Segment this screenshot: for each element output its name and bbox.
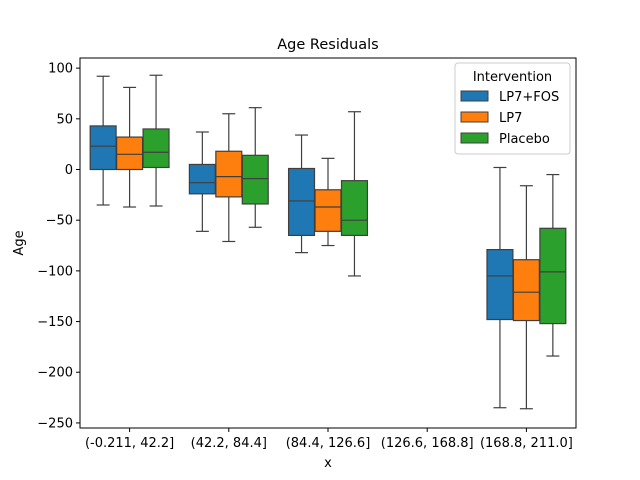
legend-entry-label: LP7+FOS: [499, 90, 559, 105]
box-0-2: [287, 134, 316, 254]
y-tick-label: −50: [46, 214, 73, 229]
box-body: [116, 136, 144, 171]
box-body: [188, 163, 216, 195]
box-0-4: [486, 166, 514, 409]
box-body: [241, 154, 269, 205]
box-0-1: [188, 131, 216, 232]
legend-swatch: [460, 90, 489, 102]
x-tick-label: (84.4, 126.6]: [286, 436, 371, 451]
box-body: [215, 150, 243, 198]
box-body: [486, 248, 514, 321]
y-tick-label: −200: [37, 366, 73, 381]
box-body: [539, 227, 567, 325]
box-0-0: [89, 75, 117, 206]
box-1-1: [215, 113, 243, 243]
box-body: [340, 180, 369, 236]
x-tick-label: (-0.211, 42.2]: [85, 436, 174, 451]
y-tick-label: −250: [37, 416, 73, 431]
y-axis-label: Age: [12, 230, 27, 255]
series-lp7-fos: [89, 75, 514, 409]
y-tick-label: 50: [56, 112, 73, 127]
box-body: [512, 259, 540, 322]
y-tick-label: −100: [37, 264, 73, 279]
box-1-2: [314, 157, 342, 247]
legend-entry-label: Placebo: [499, 132, 550, 147]
series-lp7: [116, 86, 540, 410]
x-axis-label: x: [324, 456, 332, 471]
y-tick-label: 0: [65, 163, 73, 178]
box-body: [287, 167, 316, 236]
box-2-0: [142, 74, 170, 207]
legend-entry-label: LP7: [499, 111, 522, 126]
plot-area: [89, 74, 567, 410]
box-1-0: [116, 86, 144, 208]
series-placebo: [142, 74, 567, 357]
box-body: [314, 189, 342, 232]
box-2-1: [241, 107, 269, 228]
legend-frame: [454, 62, 571, 155]
box-1-4: [512, 185, 540, 410]
box-body: [89, 125, 117, 171]
box-body: [142, 128, 170, 169]
legend-title: Intervention: [473, 70, 552, 85]
legend: Intervention LP7+FOS LP7 Placebo: [454, 62, 571, 155]
legend-swatch: [460, 132, 489, 144]
axis-ticks: 100 50 0 −50 −100 −150 −200 −250 (-0.211, 42.2] (…: [37, 62, 573, 451]
box-2-4: [539, 173, 567, 357]
y-tick-label: −150: [37, 315, 73, 330]
legend-swatch: [460, 111, 489, 123]
box-2-2: [340, 111, 369, 277]
y-tick-label: 100: [48, 62, 73, 77]
chart-title: Age Residuals: [277, 37, 378, 53]
x-tick-label: (168.8, 211.0]: [480, 436, 573, 451]
x-tick-label: (42.2, 84.4]: [191, 436, 267, 451]
x-tick-label: (126.6, 168.8]: [381, 436, 474, 451]
